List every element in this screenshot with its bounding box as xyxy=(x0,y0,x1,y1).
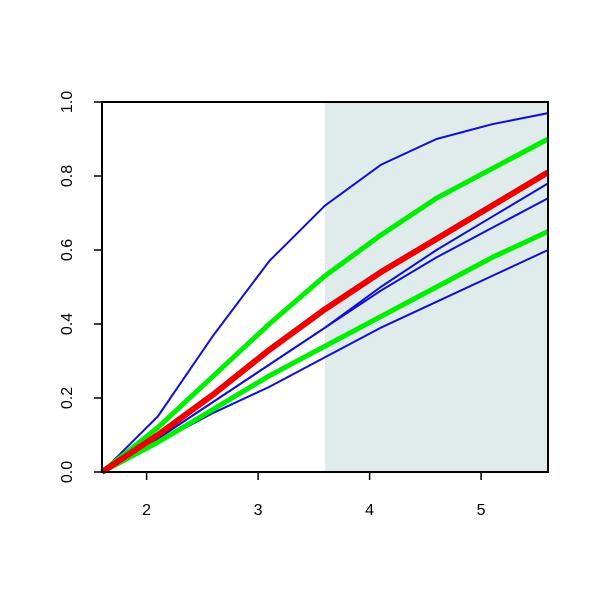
y-tick-label: 0.2 xyxy=(59,387,76,409)
series-line xyxy=(100,229,550,475)
y-tick-label: 0.0 xyxy=(59,461,76,483)
series-line xyxy=(100,169,550,475)
y-tick-label: 0.6 xyxy=(59,239,76,261)
plot-frame xyxy=(101,101,549,473)
x-tick-label: 2 xyxy=(142,502,151,519)
y-tick-label: 0.4 xyxy=(59,313,76,335)
series-line xyxy=(101,197,549,473)
series-line xyxy=(100,136,550,474)
x-tick-label: 3 xyxy=(254,502,263,519)
x-tick-label: 4 xyxy=(365,502,374,519)
y-tick-label: 0.8 xyxy=(59,165,76,187)
series-line xyxy=(101,112,549,473)
x-tick-label: 5 xyxy=(477,502,486,519)
y-tick-label: 1.0 xyxy=(59,91,76,113)
